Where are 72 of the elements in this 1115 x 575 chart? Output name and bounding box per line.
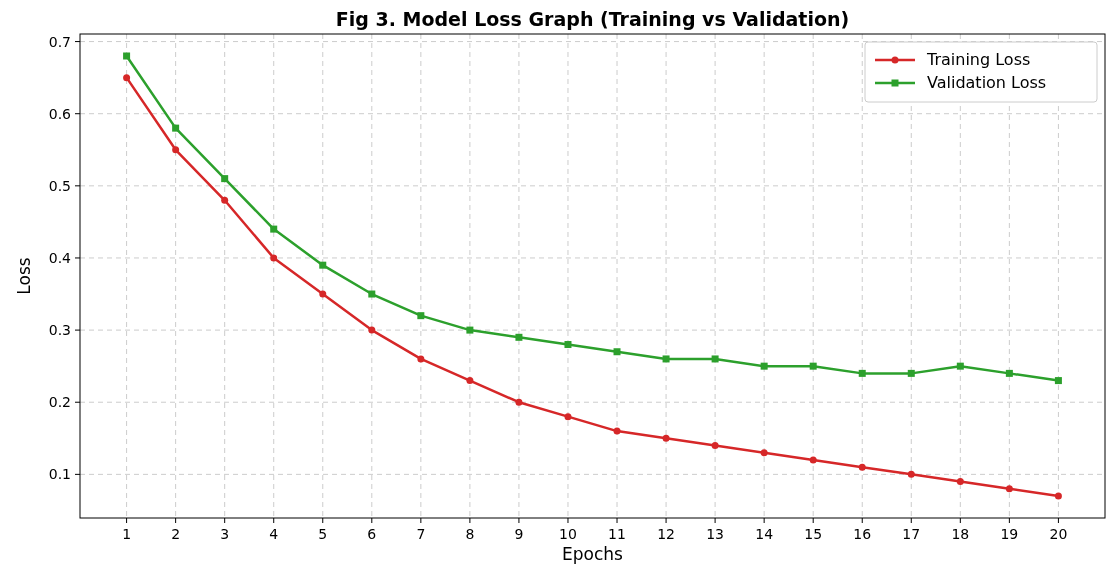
x-tick-label: 7 bbox=[416, 526, 426, 542]
point bbox=[858, 369, 866, 377]
legend-label: Validation Loss bbox=[927, 73, 1047, 92]
point bbox=[907, 369, 915, 377]
x-tick-label: 10 bbox=[559, 526, 577, 542]
x-tick-label: 5 bbox=[318, 526, 328, 542]
point bbox=[172, 124, 180, 132]
x-tick-label: 6 bbox=[367, 526, 377, 542]
x-axis-title: Epochs bbox=[562, 544, 624, 564]
x-tick-label: 15 bbox=[804, 526, 823, 542]
point bbox=[1054, 492, 1062, 500]
point bbox=[123, 74, 131, 82]
point bbox=[319, 261, 327, 269]
point bbox=[417, 355, 425, 363]
x-tick-label: 16 bbox=[853, 526, 872, 542]
point bbox=[123, 52, 131, 60]
point bbox=[368, 290, 376, 298]
x-tick-label: 4 bbox=[269, 526, 279, 542]
point bbox=[466, 326, 474, 334]
point bbox=[466, 377, 474, 385]
x-tick-label: 14 bbox=[755, 526, 774, 542]
point bbox=[809, 362, 817, 370]
x-tick-label: 18 bbox=[951, 526, 970, 542]
point bbox=[515, 398, 523, 406]
point bbox=[1005, 369, 1013, 377]
y-tick-label: 0.3 bbox=[48, 322, 71, 339]
point bbox=[662, 434, 670, 442]
chart-title: Fig 3. Model Loss Graph (Training vs Validation) bbox=[335, 8, 850, 30]
y-tick-label: 0.2 bbox=[48, 394, 71, 411]
x-tick-label: 3 bbox=[220, 526, 230, 542]
point bbox=[956, 362, 964, 370]
y-axis-title: Loss bbox=[14, 257, 34, 295]
point bbox=[564, 413, 572, 421]
point bbox=[858, 463, 866, 471]
x-tick-label: 11 bbox=[608, 526, 626, 542]
y-tick-label: 0.1 bbox=[48, 466, 71, 483]
point bbox=[368, 326, 376, 334]
point bbox=[1005, 485, 1013, 493]
x-tick-label: 19 bbox=[1000, 526, 1019, 542]
x-tick-label: 1 bbox=[122, 526, 132, 542]
point bbox=[907, 470, 915, 478]
y-tick-label: 0.4 bbox=[48, 249, 72, 266]
x-tick-label: 20 bbox=[1049, 526, 1068, 542]
point bbox=[760, 449, 768, 457]
point bbox=[319, 290, 327, 298]
point bbox=[515, 333, 523, 341]
x-tick-label: 13 bbox=[706, 526, 725, 542]
legend-label: Training Loss bbox=[926, 50, 1031, 69]
point bbox=[221, 175, 229, 183]
point bbox=[613, 427, 621, 435]
point bbox=[1054, 377, 1062, 385]
point bbox=[417, 312, 425, 320]
x-tick-label: 8 bbox=[465, 526, 475, 542]
point bbox=[711, 442, 719, 450]
point bbox=[270, 225, 278, 233]
point bbox=[662, 355, 670, 363]
point bbox=[956, 478, 964, 486]
point bbox=[809, 456, 817, 464]
x-tick-label: 2 bbox=[171, 526, 181, 542]
point bbox=[270, 254, 278, 262]
point bbox=[760, 362, 768, 370]
y-tick-label: 0.6 bbox=[48, 105, 72, 122]
point bbox=[564, 341, 572, 349]
point bbox=[172, 146, 180, 154]
y-tick-label: 0.7 bbox=[48, 33, 71, 50]
point bbox=[613, 348, 621, 356]
x-tick-label: 9 bbox=[514, 526, 524, 542]
point bbox=[221, 196, 229, 204]
y-tick-label: 0.5 bbox=[48, 177, 71, 194]
x-tick-label: 12 bbox=[657, 526, 675, 542]
point bbox=[711, 355, 719, 363]
x-tick-label: 17 bbox=[902, 526, 921, 542]
